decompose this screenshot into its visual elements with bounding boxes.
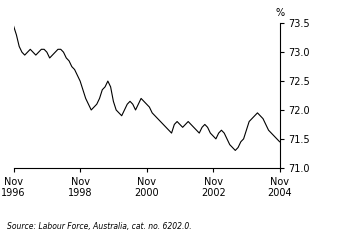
Text: Source: Labour Force, Australia, cat. no. 6202.0.: Source: Labour Force, Australia, cat. no… [7, 222, 191, 231]
Text: %: % [275, 8, 284, 18]
